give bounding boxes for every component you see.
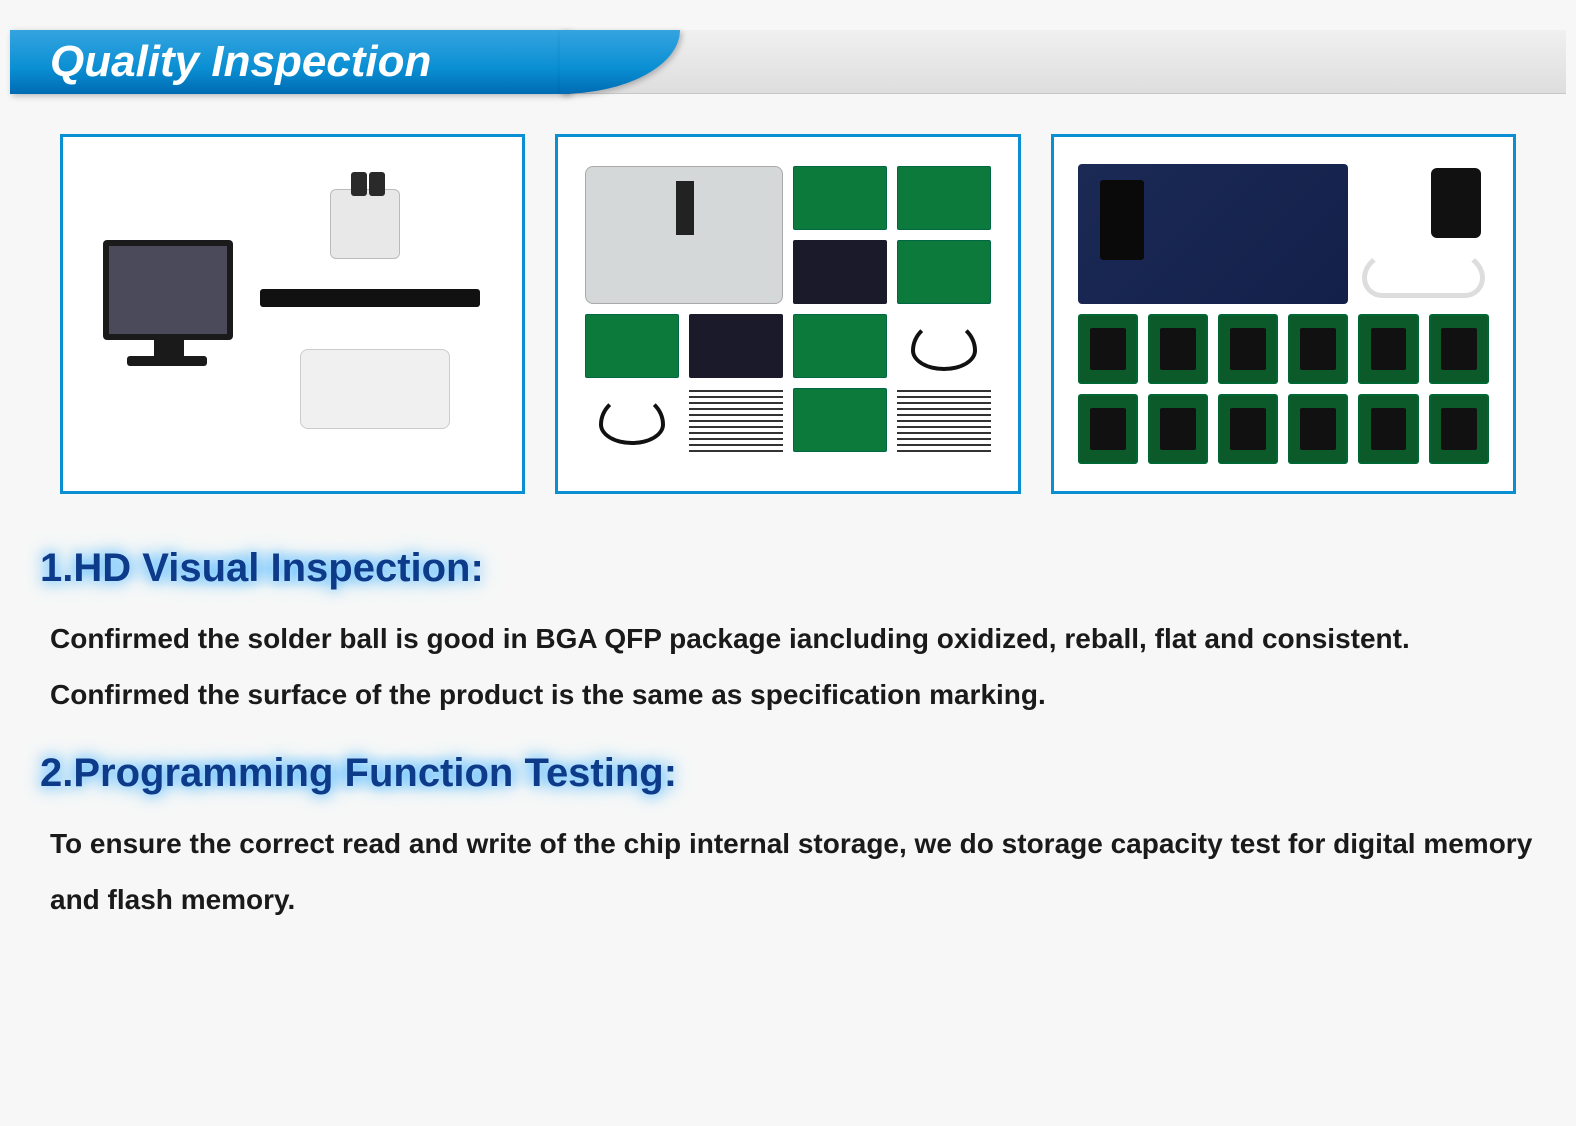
page-root: Quality Inspection (0, 0, 1576, 1126)
adapter-kit-illustration (577, 158, 1000, 470)
adapter-icon (689, 314, 783, 378)
ic-socket-icon (1218, 394, 1278, 464)
programmer-box-icon (585, 166, 783, 304)
ic-socket-icon (1218, 314, 1278, 384)
power-supply-icon (1358, 164, 1488, 304)
ic-socket-icon (1288, 314, 1348, 384)
cable-icon (897, 314, 991, 378)
section-2-body: To ensure the correct read and write of … (10, 816, 1566, 944)
microscope-head-icon (330, 189, 400, 259)
cable-icon (585, 388, 679, 452)
ic-socket-icon (1078, 314, 1138, 384)
header-banner: Quality Inspection (10, 30, 1566, 94)
section-1-heading: 1.HD Visual Inspection: (20, 542, 504, 595)
pcb-icon (793, 314, 887, 378)
microscope-body-icon (290, 189, 450, 429)
usb-cable-icon (1362, 248, 1484, 298)
programmer-set-illustration (1072, 158, 1495, 470)
pcb-icon (793, 166, 887, 230)
header-title: Quality Inspection (10, 30, 570, 94)
ic-socket-icon (1429, 314, 1489, 384)
ic-socket-icon (1358, 314, 1418, 384)
pcb-icon (897, 166, 991, 230)
section-2-heading: 2.Programming Function Testing: (20, 747, 697, 800)
section-1-body: Confirmed the solder ball is good in BGA… (10, 611, 1566, 739)
image-card-microscope (60, 134, 525, 494)
ic-socket-icon (1148, 314, 1208, 384)
adapter-icon (793, 240, 887, 304)
image-card-adapter-kit (555, 134, 1020, 494)
image-card-programmer-set (1051, 134, 1516, 494)
ic-socket-icon (1429, 394, 1489, 464)
ribbon-cable-icon (689, 388, 783, 452)
ic-socket-icon (1358, 394, 1418, 464)
pcb-icon (897, 240, 991, 304)
ic-socket-icon (1288, 394, 1348, 464)
ic-socket-icon (1148, 394, 1208, 464)
monitor-icon (103, 240, 233, 340)
microscope-base-icon (300, 349, 450, 429)
psu-brick-icon (1431, 168, 1481, 238)
programmer-unit-icon (1078, 164, 1348, 304)
eyepiece-icon (351, 172, 367, 196)
ribbon-cable-icon (897, 388, 991, 452)
pcb-icon (793, 388, 887, 452)
microscope-stage-icon (260, 289, 480, 307)
pcb-icon (585, 314, 679, 378)
section-1: 1.HD Visual Inspection: Confirmed the so… (10, 534, 1566, 739)
monitor-base-icon (127, 356, 207, 366)
image-row (10, 134, 1566, 494)
microscope-illustration (86, 172, 499, 455)
ic-socket-icon (1078, 394, 1138, 464)
section-2: 2.Programming Function Testing: To ensur… (10, 739, 1566, 944)
